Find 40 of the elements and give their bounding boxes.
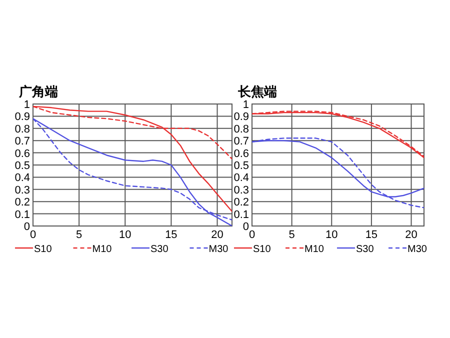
- y-tick-label: 0.2: [234, 196, 249, 209]
- y-tick-label: 0.3: [14, 184, 30, 196]
- legend-label: S30: [150, 244, 169, 255]
- y-tick-label: 0.7: [14, 136, 30, 148]
- y-tick-label: 0.1: [14, 208, 30, 221]
- x-tick-label: 5: [288, 229, 295, 241]
- legend-label: M30: [208, 244, 229, 255]
- legend-label: M30: [408, 244, 428, 255]
- y-tick-label: 0.9: [14, 111, 30, 124]
- y-tick-label: 0.7: [234, 136, 249, 148]
- legend-label: M10: [92, 244, 112, 255]
- y-tick-label: 0.3: [234, 184, 249, 196]
- legend-label: S10: [253, 244, 272, 255]
- y-tick-label: 0.5: [14, 160, 30, 172]
- chart-title: 长焦端: [237, 84, 277, 99]
- y-tick-label: 0.8: [14, 123, 30, 136]
- y-tick-label: 0.6: [234, 148, 249, 160]
- y-tick-label: 0.4: [234, 172, 249, 184]
- x-tick-label: 15: [365, 229, 378, 241]
- y-tick-label: 1: [24, 99, 30, 111]
- y-tick-label: 1: [242, 99, 249, 111]
- y-tick-label: 0: [24, 221, 30, 233]
- y-tick-label: 0.8: [234, 123, 249, 136]
- legend-label: M10: [304, 244, 324, 255]
- y-tick-label: 0.2: [14, 196, 30, 209]
- y-tick-label: 0.1: [234, 208, 249, 221]
- legend-label: S10: [34, 244, 52, 255]
- x-tick-label: 5: [76, 229, 82, 241]
- y-tick-label: 0.5: [234, 160, 249, 172]
- y-tick-label: 0: [242, 221, 249, 233]
- y-tick-label: 0.4: [14, 172, 30, 184]
- y-tick-label: 0.9: [234, 111, 249, 124]
- x-tick-label: 10: [326, 229, 338, 241]
- legend-label: S30: [356, 244, 374, 255]
- x-tick-label: 20: [211, 229, 224, 241]
- x-tick-label: 10: [119, 229, 132, 241]
- x-tick-label: 15: [165, 229, 178, 241]
- x-tick-label: 20: [405, 229, 418, 241]
- y-tick-label: 0.6: [14, 148, 30, 160]
- chart-title: 广角端: [18, 84, 58, 99]
